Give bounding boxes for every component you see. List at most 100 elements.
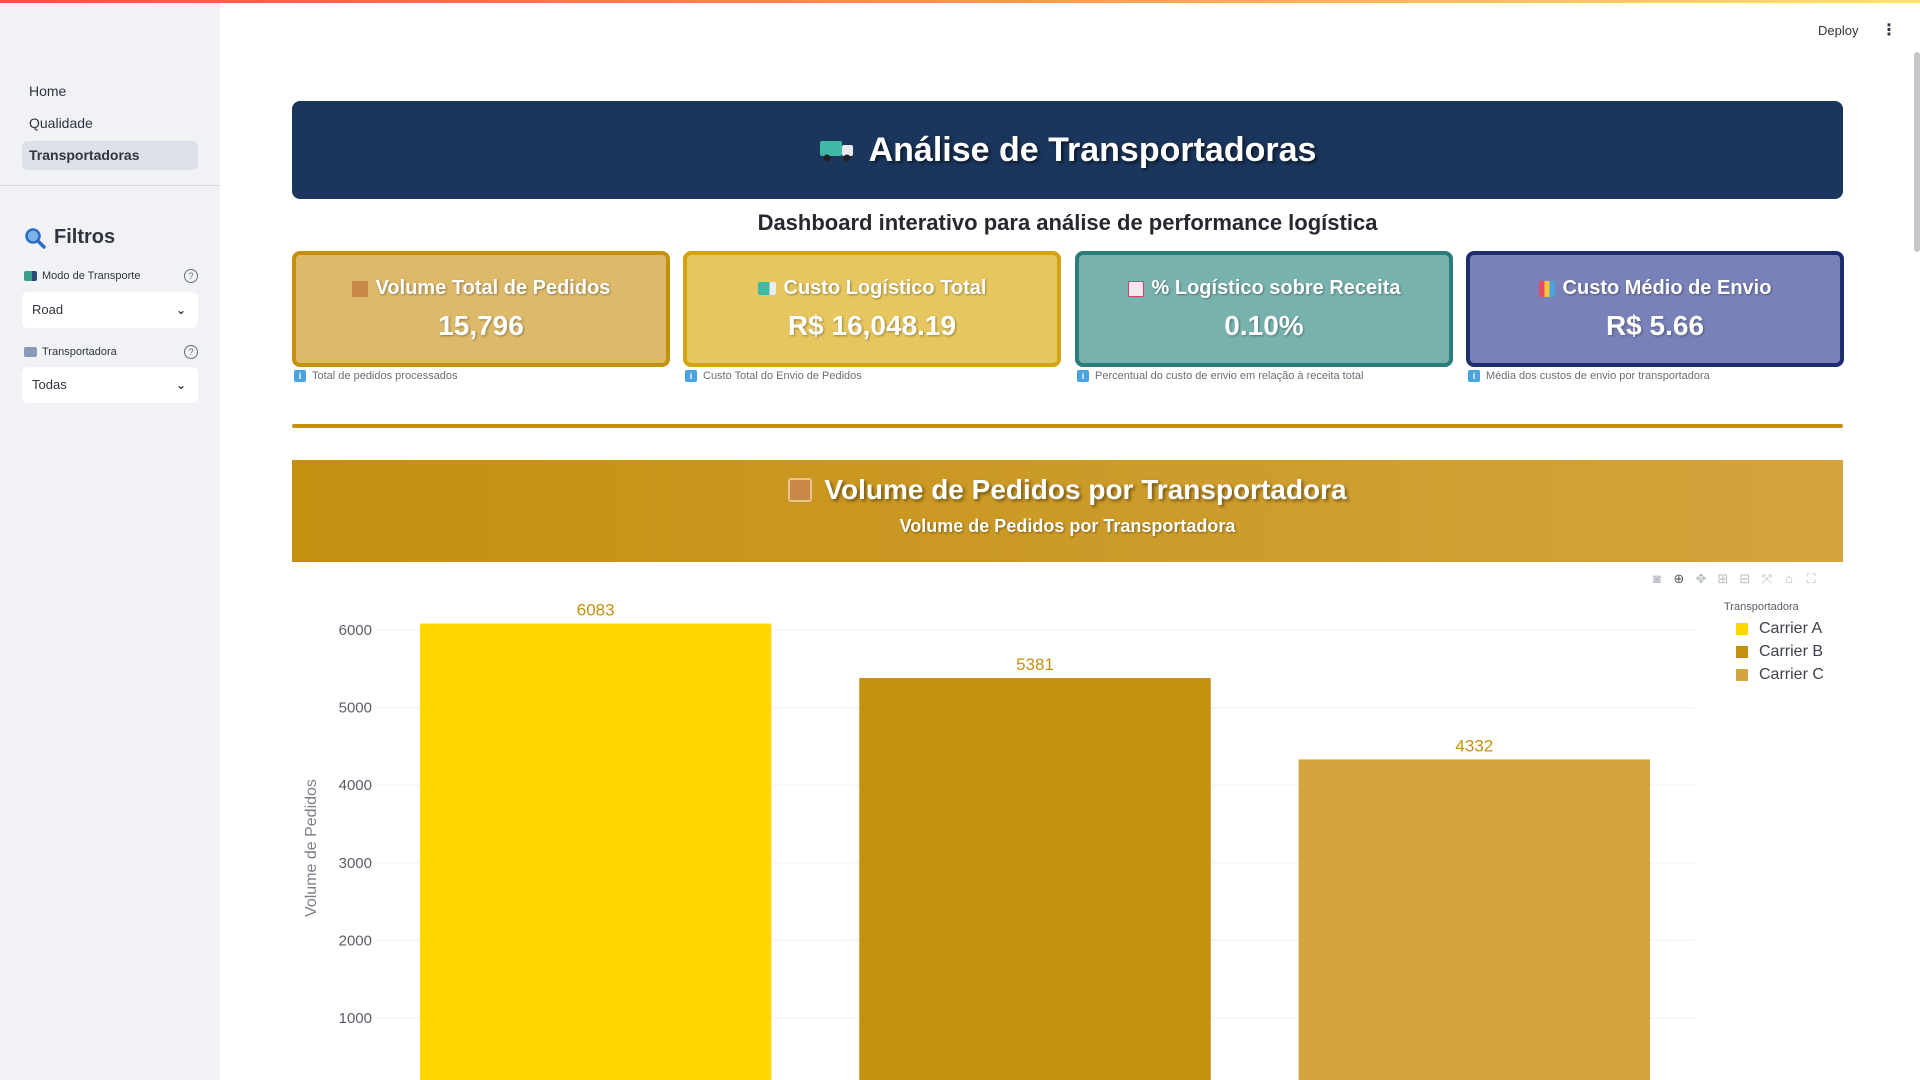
legend-swatch (1736, 622, 1748, 635)
kpi-note: i Custo Total do Envio de Pedidos (685, 370, 862, 382)
deploy-button[interactable]: Deploy (1818, 23, 1859, 38)
chart-bars: 6083 5381 4332 (419, 601, 1651, 1080)
transport-mode-value: Road (32, 302, 64, 317)
scrollbar[interactable] (1914, 52, 1920, 252)
legend-label: Carrier A (1759, 619, 1823, 637)
chart-title: Volume de Pedidos por Transportadora (899, 516, 1236, 536)
magnifier-icon (25, 227, 46, 249)
nav-item-transportadoras[interactable]: Transportadoras (22, 141, 198, 170)
filter-label-carrier: Transportadora ? (24, 345, 198, 359)
y-tick-label: 5000 (339, 700, 372, 717)
top-decoration-stripe (0, 0, 1920, 3)
kpi-note: i Média dos custos de envio por transpor… (1468, 370, 1710, 382)
help-icon[interactable]: ? (184, 345, 198, 359)
kpi-title: Custo Médio de Envio (1470, 277, 1840, 300)
kpi-card-cost: Custo Logístico Total R$ 16,048.19 (683, 251, 1061, 367)
zoom-in-icon[interactable]: ⊞ (1717, 571, 1729, 586)
kpi-title-text: Volume Total de Pedidos (375, 277, 611, 299)
info-icon: i (1077, 370, 1089, 382)
chart-down-icon (1127, 280, 1144, 297)
bar-value-label: 5381 (1016, 655, 1054, 674)
kpi-title: Volume Total de Pedidos (296, 277, 666, 300)
bar-value-label: 6083 (577, 601, 615, 620)
home-icon[interactable]: ⌂ (1785, 571, 1793, 586)
bar-carrier-c[interactable] (1298, 759, 1651, 1080)
pan-icon[interactable]: ✥ (1695, 571, 1707, 586)
kpi-title-text: % Logístico sobre Receita (1151, 277, 1401, 299)
nav-item-qualidade[interactable]: Qualidade (29, 115, 93, 131)
package-icon (351, 280, 368, 297)
kpi-note-text: Média dos custos de envio por transporta… (1486, 370, 1710, 382)
legend-item-carrier-b[interactable]: Carrier B (1724, 640, 1824, 663)
page-title: Análise de Transportadoras (868, 130, 1317, 169)
truck-icon (819, 141, 853, 162)
info-icon: i (685, 370, 697, 382)
info-icon: i (1468, 370, 1480, 382)
filter-label-transport-mode: Modo de Transporte ? (24, 269, 198, 283)
kpi-value: R$ 5.66 (1605, 310, 1705, 341)
kpi-value: 15,796 (438, 310, 524, 341)
legend-swatch (1736, 668, 1748, 681)
kpi-value: R$ 16,048.19 (787, 310, 957, 341)
bar-chart-icon (1538, 280, 1555, 297)
kpi-value: 0.10% (1224, 310, 1304, 341)
legend-label: Carrier C (1759, 665, 1824, 683)
kpi-note-text: Custo Total do Envio de Pedidos (703, 370, 862, 382)
chart-section-banner: Volume de Pedidos por Transportadora Vol… (292, 460, 1843, 562)
y-tick-label: 4000 (339, 777, 372, 794)
kpi-card-percent: % Logístico sobre Receita 0.10% (1075, 251, 1453, 367)
kpi-title: % Logístico sobre Receita (1079, 277, 1449, 300)
page-subtitle: Dashboard interativo para análise de per… (757, 210, 1378, 235)
kpi-title-text: Custo Logístico Total (783, 277, 987, 299)
kpi-title-text: Custo Médio de Envio (1562, 277, 1772, 299)
bar-value-label: 4332 (1455, 736, 1493, 755)
legend-label: Carrier B (1759, 642, 1824, 660)
carrier-select[interactable]: Todas ⌄ (22, 367, 198, 403)
legend-item-carrier-c[interactable]: Carrier C (1724, 663, 1824, 686)
kpi-note-text: Total de pedidos processados (312, 370, 458, 382)
camera-icon[interactable]: ◙ (1653, 571, 1661, 586)
y-tick-label: 6000 (339, 622, 372, 639)
y-tick-label: 2000 (339, 932, 372, 949)
building-icon (24, 347, 37, 357)
chevron-down-icon: ⌄ (175, 303, 186, 317)
help-icon[interactable]: ? (184, 269, 198, 283)
kpi-card-volume: Volume Total de Pedidos 15,796 (292, 251, 670, 367)
legend-swatch (1736, 645, 1748, 658)
filters-heading: Filtros (24, 226, 115, 249)
sidebar-divider (0, 185, 220, 186)
kpi-title: Custo Logístico Total (687, 277, 1057, 300)
filter-label-text: Transportadora (42, 346, 117, 358)
bar-carrier-a[interactable] (419, 623, 772, 1080)
sidebar: Home Qualidade Transportadoras Filtros M… (0, 0, 220, 1080)
chart-legend: Transportadora Carrier A Carrier B Carri… (1724, 601, 1824, 686)
nav-item-home[interactable]: Home (29, 83, 67, 99)
chart-section-title: Volume de Pedidos por Transportadora (292, 474, 1843, 506)
info-icon: i (294, 370, 306, 382)
page-banner: Análise de Transportadoras (292, 101, 1843, 199)
y-tick-label: 3000 (339, 855, 372, 872)
kpi-note: i Percentual do custo de envio em relaçã… (1077, 370, 1363, 382)
package-icon (788, 478, 813, 502)
truck-icon (757, 282, 776, 295)
carrier-value: Todas (32, 377, 67, 392)
fullscreen-icon[interactable]: ⛶ (1806, 571, 1816, 586)
kpi-card-avg-cost: Custo Médio de Envio R$ 5.66 (1466, 251, 1844, 367)
zoom-out-icon[interactable]: ⊟ (1739, 571, 1751, 586)
filter-label-text: Modo de Transporte (42, 270, 141, 282)
legend-item-carrier-a[interactable]: Carrier A (1724, 617, 1824, 640)
autoscale-icon[interactable]: ⤧ (1761, 571, 1773, 586)
filters-title: Filtros (54, 226, 116, 248)
bar-carrier-b[interactable] (859, 678, 1211, 1080)
kpi-note-text: Percentual do custo de envio em relação … (1095, 370, 1364, 382)
truck-icon (24, 271, 37, 281)
y-tick-label: 1000 (339, 1010, 372, 1027)
main-menu-icon[interactable]: ⋮ (1881, 22, 1897, 39)
kpi-note: i Total de pedidos processados (294, 370, 458, 382)
chart-section-title-text: Volume de Pedidos por Transportadora (824, 474, 1347, 505)
transport-mode-select[interactable]: Road ⌄ (22, 292, 198, 328)
bar-chart: 1000 2000 3000 4000 5000 6000 6083 5381 4332 Vo… (303, 601, 1694, 1080)
section-divider (292, 424, 1843, 428)
zoom-icon[interactable]: ⊕ (1673, 571, 1685, 586)
chart-modebar: ◙ ⊕ ✥ ⊞ ⊟ ⤧ ⌂ ⛶ (1650, 572, 1818, 586)
